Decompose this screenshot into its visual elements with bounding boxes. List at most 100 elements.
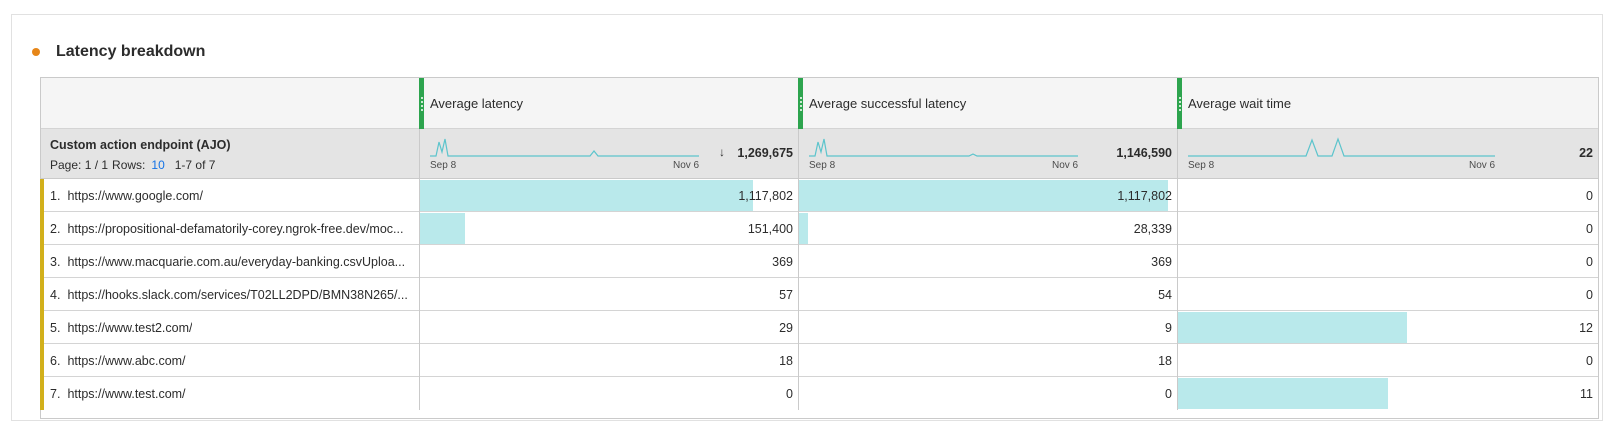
- metric-cell[interactable]: 0: [1177, 278, 1598, 311]
- metric-cell[interactable]: 369: [419, 245, 798, 278]
- table-row[interactable]: 7. https://www.test.com/0 0 11: [40, 377, 1598, 410]
- metric-cell[interactable]: 54: [798, 278, 1177, 311]
- table-row[interactable]: 3. https://www.macquarie.com.au/everyday-…: [40, 245, 1598, 278]
- column-total: 1,146,590: [1116, 146, 1172, 160]
- row-number: 5.: [50, 320, 61, 335]
- metric-cell[interactable]: 0: [1177, 245, 1598, 278]
- sparkline-start-date: Sep 8: [809, 160, 836, 171]
- metric-cell[interactable]: 29: [419, 311, 798, 344]
- metric-value: 1,117,802: [1117, 188, 1172, 203]
- rows-label: Rows:: [112, 158, 146, 172]
- metric-cell[interactable]: 1,117,802: [419, 179, 798, 212]
- metric-cell[interactable]: 18: [419, 344, 798, 377]
- metric-cell[interactable]: 18: [798, 344, 1177, 377]
- row-dimension-label[interactable]: 4. https://hooks.slack.com/services/T02LL…: [50, 278, 415, 311]
- table-row[interactable]: 2. https://propositional-defamatorily-cor…: [40, 212, 1598, 245]
- metric-cell[interactable]: 0: [1177, 179, 1598, 212]
- summary-row: Custom action endpoint (AJO) Page: 1 / 1…: [41, 129, 1598, 179]
- column-header-average-wait-time[interactable]: Average wait time: [1177, 78, 1598, 129]
- metric-cell[interactable]: 369: [798, 245, 1177, 278]
- value-bar: [1178, 312, 1407, 343]
- metric-value: 29: [779, 320, 793, 335]
- row-url[interactable]: https://www.abc.com/: [67, 353, 186, 368]
- row-url[interactable]: https://www.test2.com/: [67, 320, 193, 335]
- row-url[interactable]: https://propositional-defamatorily-corey…: [67, 221, 404, 236]
- page-indicator: Page: 1 / 1: [50, 158, 109, 172]
- row-url[interactable]: https://www.macquarie.com.au/everyday-ba…: [67, 254, 406, 269]
- metric-cell[interactable]: 11: [1177, 377, 1598, 410]
- row-number: 2.: [50, 221, 61, 236]
- metric-cell[interactable]: 12: [1177, 311, 1598, 344]
- metric-cell[interactable]: 0: [1177, 344, 1598, 377]
- dimension-title[interactable]: Custom action endpoint (AJO): [50, 138, 231, 152]
- drag-handle-icon[interactable]: [1177, 78, 1182, 129]
- metric-value: 1,117,802: [738, 188, 793, 203]
- row-color-marker: [40, 344, 44, 377]
- metric-value: 0: [1586, 188, 1593, 203]
- metric-cell[interactable]: 9: [798, 311, 1177, 344]
- metric-value: 57: [779, 287, 793, 302]
- metric-value: 18: [1158, 353, 1172, 368]
- row-color-marker: [40, 377, 44, 410]
- row-number: 6.: [50, 353, 61, 368]
- drag-handle-icon[interactable]: [798, 78, 803, 129]
- metric-cell[interactable]: 0: [798, 377, 1177, 410]
- freeform-panel: Latency breakdown Average latency Averag…: [11, 14, 1603, 421]
- row-url[interactable]: https://hooks.slack.com/services/T02LL2D…: [67, 287, 408, 302]
- row-dimension-label[interactable]: 7. https://www.test.com/: [50, 377, 415, 410]
- metric-cell[interactable]: 151,400: [419, 212, 798, 245]
- sparkline-end-date: Nov 6: [1052, 160, 1079, 171]
- summary-cell-average-wait-time: Sep 8 Nov 6 22: [1177, 129, 1598, 179]
- metric-cell[interactable]: 28,339: [798, 212, 1177, 245]
- column-header-average-successful-latency[interactable]: Average successful latency: [798, 78, 1177, 129]
- row-dimension-label[interactable]: 3. https://www.macquarie.com.au/everyday-…: [50, 245, 415, 278]
- panel-header: Latency breakdown: [32, 41, 205, 63]
- table-row[interactable]: 4. https://hooks.slack.com/services/T02LL…: [40, 278, 1598, 311]
- column-header-label: Average successful latency: [809, 96, 967, 111]
- metric-value: 0: [786, 386, 793, 401]
- metric-cell[interactable]: 57: [419, 278, 798, 311]
- summary-cell-average-latency: Sep 8 Nov 6 ↓ 1,269,675: [419, 129, 798, 179]
- row-number: 3.: [50, 254, 61, 269]
- sparkline-average-successful-latency: [809, 138, 1078, 157]
- metric-value: 0: [1586, 221, 1593, 236]
- metric-value: 11: [1580, 386, 1593, 401]
- column-header-average-latency[interactable]: Average latency: [419, 78, 798, 129]
- panel-title[interactable]: Latency breakdown: [56, 43, 206, 60]
- table-row[interactable]: 5. https://www.test2.com/29 9 12: [40, 311, 1598, 344]
- row-dimension-label[interactable]: 2. https://propositional-defamatorily-cor…: [50, 212, 415, 245]
- summary-cell-average-successful-latency: Sep 8 Nov 6 1,146,590: [798, 129, 1177, 179]
- row-color-marker: [40, 278, 44, 311]
- metric-cell[interactable]: 0: [1177, 212, 1598, 245]
- metric-value: 12: [1579, 320, 1593, 335]
- value-bar: [799, 180, 1168, 211]
- metric-value: 0: [1586, 254, 1593, 269]
- row-dimension-label[interactable]: 6. https://www.abc.com/: [50, 344, 415, 377]
- row-number: 7.: [50, 386, 61, 401]
- metric-cell[interactable]: 1,117,802: [798, 179, 1177, 212]
- metric-value: 151,400: [747, 221, 793, 236]
- column-header-label: Average wait time: [1188, 96, 1292, 111]
- table-body: 1. https://www.google.com/1,117,802 1,117,…: [40, 179, 1598, 419]
- row-url[interactable]: https://www.google.com/: [67, 188, 203, 203]
- row-color-marker: [40, 245, 44, 278]
- sparkline-start-date: Sep 8: [430, 160, 457, 171]
- table-row[interactable]: 1. https://www.google.com/1,117,802 1,117,…: [40, 179, 1598, 212]
- rows-per-page-dropdown[interactable]: 10: [151, 158, 165, 172]
- sparkline-average-wait-time: [1188, 137, 1495, 157]
- row-url[interactable]: https://www.test.com/: [67, 386, 186, 401]
- metric-value: 369: [1151, 254, 1172, 269]
- metric-value: 28,339: [1133, 221, 1172, 236]
- metric-value: 0: [1586, 287, 1593, 302]
- sparkline-start-date: Sep 8: [1188, 160, 1215, 171]
- metric-cell[interactable]: 0: [419, 377, 798, 410]
- drag-handle-icon[interactable]: [419, 78, 424, 129]
- row-dimension-label[interactable]: 1. https://www.google.com/: [50, 179, 415, 212]
- panel-status-dot: [32, 48, 40, 56]
- value-bar: [799, 213, 808, 244]
- sort-descending-icon[interactable]: ↓: [719, 145, 725, 159]
- row-range: 1-7 of 7: [174, 158, 216, 172]
- table-row[interactable]: 6. https://www.abc.com/18 18 0: [40, 344, 1598, 377]
- row-dimension-label[interactable]: 5. https://www.test2.com/: [50, 311, 415, 344]
- column-total: 22: [1579, 146, 1593, 160]
